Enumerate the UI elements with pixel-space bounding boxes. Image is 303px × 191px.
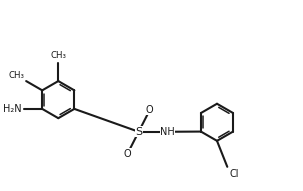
Text: O: O: [124, 149, 132, 159]
Text: O: O: [146, 105, 154, 115]
Text: S: S: [135, 127, 142, 137]
Text: CH₃: CH₃: [8, 71, 24, 80]
Text: CH₃: CH₃: [50, 51, 66, 61]
Text: NH: NH: [160, 127, 175, 137]
Text: Cl: Cl: [229, 169, 239, 179]
Text: H₂N: H₂N: [3, 104, 22, 114]
